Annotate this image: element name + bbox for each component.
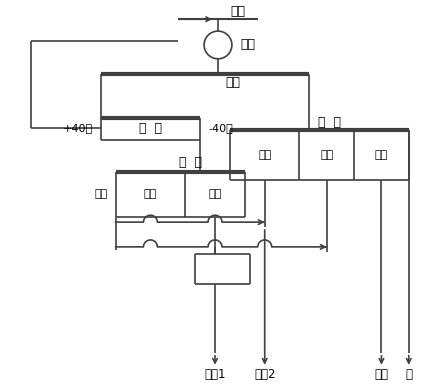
Text: 精矿2: 精矿2 bbox=[253, 368, 275, 381]
Text: 精矿: 精矿 bbox=[257, 150, 271, 160]
Text: 精矿: 精矿 bbox=[208, 189, 221, 199]
Text: 摇  床: 摇 床 bbox=[317, 116, 340, 129]
Text: 分级: 分级 bbox=[225, 76, 240, 89]
Text: 原矿: 原矿 bbox=[230, 5, 245, 18]
Text: 精矿1: 精矿1 bbox=[204, 368, 225, 381]
Text: 尾矿: 尾矿 bbox=[94, 189, 108, 199]
Text: 筛  分: 筛 分 bbox=[138, 122, 161, 135]
Text: 磨矿: 磨矿 bbox=[240, 38, 255, 51]
Text: 泥: 泥 bbox=[404, 368, 411, 381]
Text: 中矿: 中矿 bbox=[144, 189, 157, 199]
Text: 中矿: 中矿 bbox=[319, 150, 332, 160]
Text: -40目: -40目 bbox=[207, 123, 232, 133]
Text: 尾矿: 尾矿 bbox=[374, 368, 388, 381]
Text: +40目: +40目 bbox=[62, 123, 92, 133]
Text: 摇  床: 摇 床 bbox=[178, 156, 201, 169]
Text: 尾矿: 尾矿 bbox=[374, 150, 387, 160]
